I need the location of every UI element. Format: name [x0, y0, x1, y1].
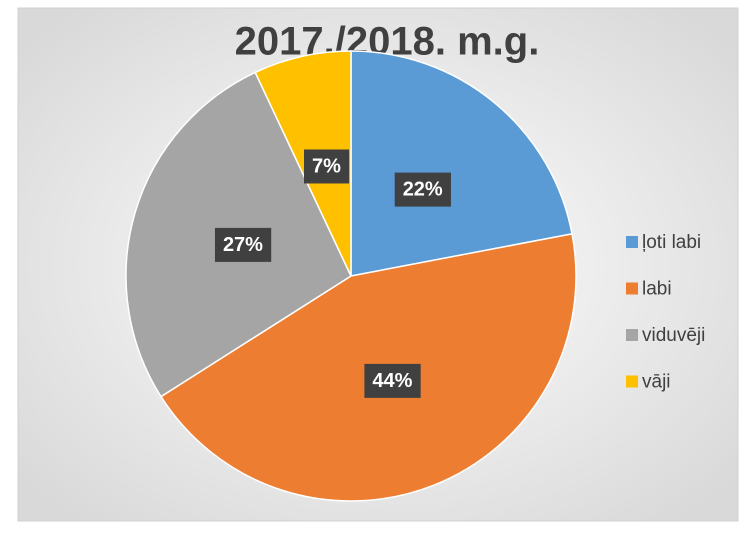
pie-slice [350, 50, 573, 277]
pie-slice [254, 50, 352, 277]
legend-marker [626, 282, 638, 295]
legend-marker [626, 329, 638, 341]
legend-label: labi [642, 279, 672, 300]
data-label-box [214, 227, 272, 262]
data-label-box [394, 172, 451, 207]
legend-marker [626, 375, 638, 388]
legend-label: viduvēji [642, 325, 705, 346]
data-label: 27% [223, 234, 263, 256]
legend-label: vāji [642, 372, 671, 393]
legend-label: ļoti labi [642, 232, 701, 253]
data-label: 44% [372, 370, 412, 392]
data-label: 22% [403, 179, 443, 201]
legend-marker [626, 236, 638, 248]
data-label-box [304, 149, 350, 184]
data-label-box [364, 363, 421, 398]
data-label: 7% [312, 155, 341, 177]
